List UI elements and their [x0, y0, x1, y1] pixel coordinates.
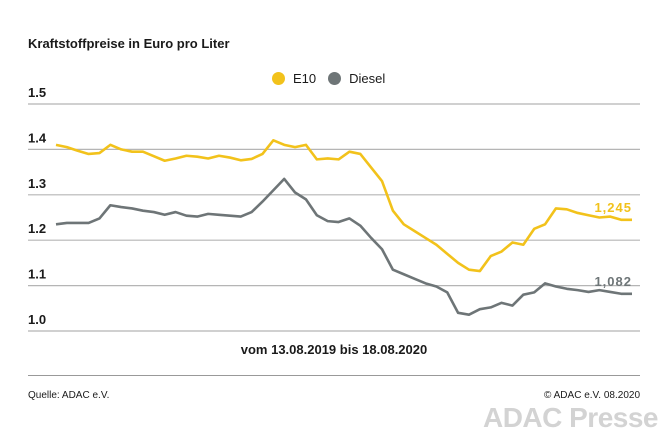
footer-divider	[28, 375, 640, 376]
legend: E10 Diesel	[272, 71, 397, 86]
y-tick-label: 1.3	[28, 176, 46, 191]
legend-label-e10: E10	[293, 71, 317, 86]
series-line-e10	[55, 139, 632, 273]
copyright-text: © ADAC e.V. 08.2020	[544, 390, 640, 401]
legend-item-e10: E10	[272, 71, 316, 86]
end-value-label: 1,082	[594, 274, 632, 289]
chart-title: Kraftstoffpreise in Euro pro Liter	[28, 36, 230, 51]
y-tick-label: 1.5	[28, 85, 46, 100]
legend-label-diesel: Diesel	[349, 71, 386, 86]
watermark: ADAC Presse	[482, 402, 659, 433]
period-label: vom 13.08.2019 bis 18.08.2020	[240, 342, 428, 357]
y-tick-label: 1.0	[28, 312, 46, 327]
source-text: Quelle: ADAC e.V.	[28, 390, 110, 401]
y-tick-label: 1.4	[28, 130, 47, 145]
legend-swatch-e10	[272, 72, 285, 85]
y-tick-label: 1.1	[28, 267, 46, 282]
legend-swatch-diesel	[328, 72, 342, 85]
y-tick-label: 1.2	[28, 221, 46, 236]
series-line-diesel	[55, 177, 632, 316]
legend-item-diesel: Diesel	[328, 71, 385, 86]
end-value-label: 1,245	[594, 200, 632, 215]
